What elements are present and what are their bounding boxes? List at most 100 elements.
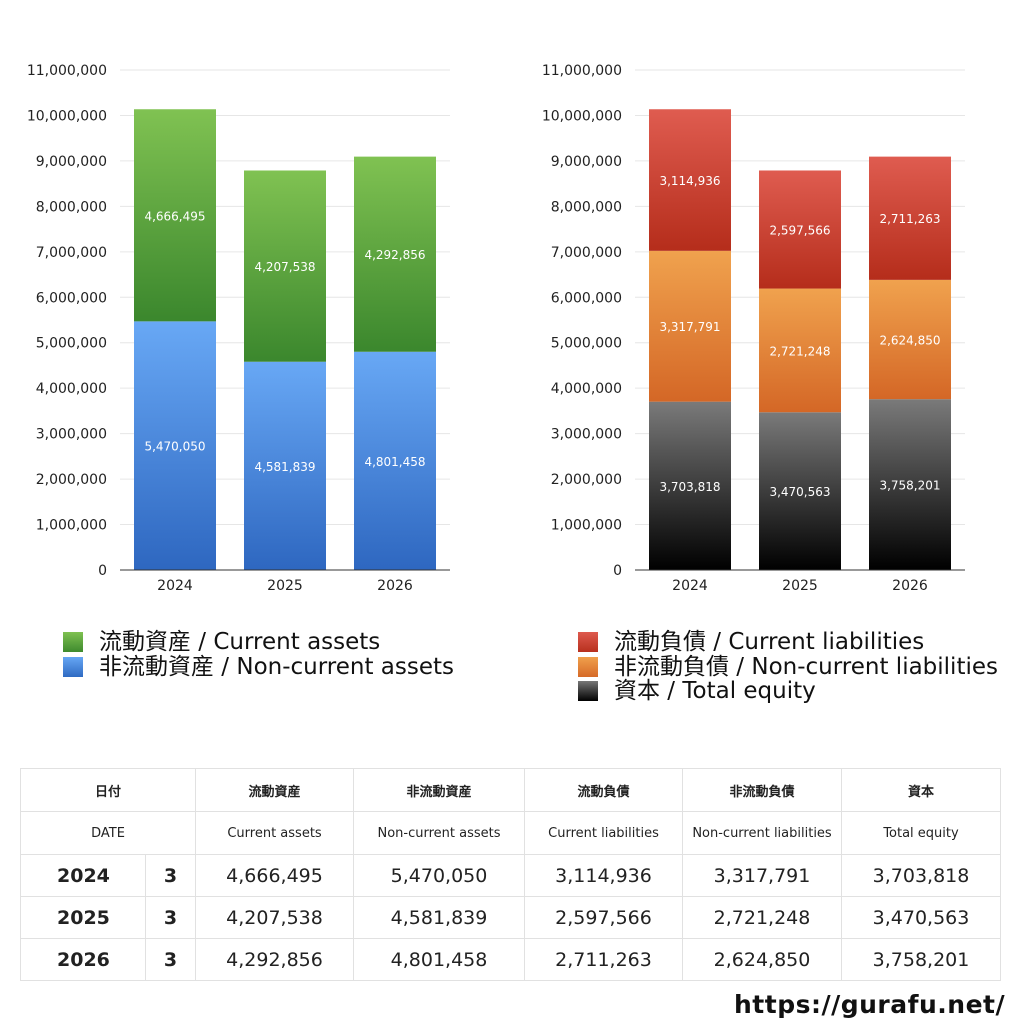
x-tick-label: 2026 xyxy=(377,578,413,594)
legend-item-current-liabilities: 流動負債 / Current liabilities xyxy=(578,630,998,655)
liabilities-equity-chart: 0 1,000,000 2,000,000 3,000,000 4,000,000 5,0… xyxy=(515,0,975,604)
table-header-cell: 非流動負債 xyxy=(682,768,843,812)
data-label: 4,801,458 xyxy=(364,455,425,469)
table-header-cell: Total equity xyxy=(841,811,1002,855)
assets-chart-svg: 0 1,000,000 2,000,000 3,000,000 4,000,000 5,0… xyxy=(27,63,450,594)
data-label: 4,207,538 xyxy=(254,260,315,274)
table-header-cell: 日付 xyxy=(19,768,197,812)
legend-label: 流動負債 / Current liabilities xyxy=(614,629,925,656)
row-year: 2026 xyxy=(20,938,146,981)
legend-label: 非流動負債 / Non-current liabilities xyxy=(614,653,998,680)
table-header-cell: Current assets xyxy=(195,811,355,855)
y-tick-label: 3,000,000 xyxy=(551,427,622,443)
y-tick-label: 5,000,000 xyxy=(36,336,107,352)
data-label: 5,470,050 xyxy=(144,440,205,454)
x-tick-label: 2024 xyxy=(157,578,193,594)
table-cell: 4,581,839 xyxy=(353,896,526,939)
data-label: 2,597,566 xyxy=(769,224,830,238)
non-current-assets-swatch xyxy=(63,656,83,677)
data-label: 4,581,839 xyxy=(254,460,315,474)
y-tick-label: 6,000,000 xyxy=(36,290,107,306)
data-label: 3,470,563 xyxy=(769,485,830,499)
bar-non-current-assets-2024 xyxy=(134,321,216,570)
data-label: 2,721,248 xyxy=(769,344,830,358)
table-header-cell: 資本 xyxy=(841,768,1002,812)
row-year: 2024 xyxy=(20,854,146,897)
table-header-cell: Non-current assets xyxy=(353,811,526,855)
table-header-en: DATE Current assets Non-current assets C… xyxy=(19,811,1002,855)
y-tick-label: 1,000,000 xyxy=(36,518,107,534)
bar-non-current-assets-2025 xyxy=(244,361,326,570)
table-cell: 4,292,856 xyxy=(195,938,355,981)
bar-non-current-liabilities-2024 xyxy=(649,250,731,402)
y-tick-label: 10,000,000 xyxy=(542,108,622,124)
assets-legend: 流動資産 / Current assets 非流動資産 / Non-curren… xyxy=(63,630,454,679)
table-cell: 3,470,563 xyxy=(841,896,1002,939)
table-cell: 3,758,201 xyxy=(841,938,1002,981)
y-tick-label: 9,000,000 xyxy=(551,154,622,170)
legend-label: 流動資産 / Current assets xyxy=(99,629,381,656)
bar-current-assets-2025 xyxy=(244,170,326,362)
y-tick-label: 4,000,000 xyxy=(36,381,107,397)
table-cell: 2,711,263 xyxy=(524,938,684,981)
table-header-cell: Current liabilities xyxy=(524,811,684,855)
table-cell: 5,470,050 xyxy=(353,854,526,897)
row-count: 3 xyxy=(144,896,197,939)
bar-non-current-liabilities-2025 xyxy=(759,288,841,413)
data-label: 3,703,818 xyxy=(659,480,720,494)
table-cell: 3,703,818 xyxy=(841,854,1002,897)
legend-item-current-assets: 流動資産 / Current assets xyxy=(63,630,454,655)
legend-item-non-current-assets: 非流動資産 / Non-current assets xyxy=(63,655,454,680)
y-tick-label: 10,000,000 xyxy=(27,108,107,124)
table-header-cell: 流動負債 xyxy=(524,768,684,812)
legend-label: 資本 / Total equity xyxy=(614,678,816,705)
x-tick-label: 2024 xyxy=(672,578,708,594)
data-label: 3,758,201 xyxy=(879,479,940,493)
bar-current-liabilities-2026 xyxy=(869,156,951,280)
data-label: 3,114,936 xyxy=(659,174,720,188)
row-count: 3 xyxy=(144,938,197,981)
y-tick-label: 8,000,000 xyxy=(551,199,622,215)
y-tick-label: 7,000,000 xyxy=(551,245,622,261)
table-cell: 2,721,248 xyxy=(682,896,843,939)
bar-non-current-assets-2026 xyxy=(354,351,436,570)
row-year: 2025 xyxy=(20,896,146,939)
liabilities-equity-legend: 流動負債 / Current liabilities 非流動負債 / Non-c… xyxy=(578,630,998,704)
table-cell: 3,317,791 xyxy=(682,854,843,897)
bar-current-liabilities-2024 xyxy=(649,109,731,251)
y-tick-label: 0 xyxy=(98,563,107,579)
bar-total-equity-2024 xyxy=(649,401,731,570)
bar-non-current-liabilities-2026 xyxy=(869,279,951,400)
legend-item-total-equity: 資本 / Total equity xyxy=(578,679,998,704)
y-tick-label: 7,000,000 xyxy=(36,245,107,261)
site-url[interactable]: https://gurafu.net/ xyxy=(734,990,1006,1019)
y-tick-label: 3,000,000 xyxy=(36,427,107,443)
liabilities-equity-chart-svg: 0 1,000,000 2,000,000 3,000,000 4,000,000 5,0… xyxy=(542,63,965,594)
bar-current-assets-2026 xyxy=(354,156,436,352)
data-label: 4,666,495 xyxy=(144,209,205,223)
table-row: 2025 3 4,207,538 4,581,839 2,597,566 2,7… xyxy=(20,896,1002,939)
y-tick-label: 9,000,000 xyxy=(36,154,107,170)
legend-label: 非流動資産 / Non-current assets xyxy=(99,653,455,680)
assets-chart: 0 1,000,000 2,000,000 3,000,000 4,000,000 5,0… xyxy=(0,0,460,604)
y-tick-label: 2,000,000 xyxy=(551,472,622,488)
table-cell: 4,801,458 xyxy=(353,938,526,981)
non-current-liabilities-swatch xyxy=(578,656,598,677)
table-header-jp: 日付 流動資産 非流動資産 流動負債 非流動負債 資本 xyxy=(19,768,1002,812)
data-label: 2,711,263 xyxy=(879,212,940,226)
current-assets-swatch xyxy=(63,632,83,653)
table-header-cell: 流動資産 xyxy=(195,768,355,812)
table-header-cell: Non-current liabilities xyxy=(682,811,843,855)
table-cell: 4,207,538 xyxy=(195,896,355,939)
y-tick-label: 5,000,000 xyxy=(551,336,622,352)
current-liabilities-swatch xyxy=(578,632,598,653)
total-equity-swatch xyxy=(578,681,598,702)
y-tick-label: 11,000,000 xyxy=(27,63,107,79)
x-tick-label: 2025 xyxy=(267,578,303,594)
bar-total-equity-2026 xyxy=(869,399,951,570)
table-row: 2024 3 4,666,495 5,470,050 3,114,936 3,3… xyxy=(20,854,1002,897)
y-tick-label: 2,000,000 xyxy=(36,472,107,488)
table-row: 2026 3 4,292,856 4,801,458 2,711,263 2,6… xyxy=(20,938,1002,981)
x-tick-label: 2025 xyxy=(782,578,818,594)
data-label: 3,317,791 xyxy=(659,320,720,334)
